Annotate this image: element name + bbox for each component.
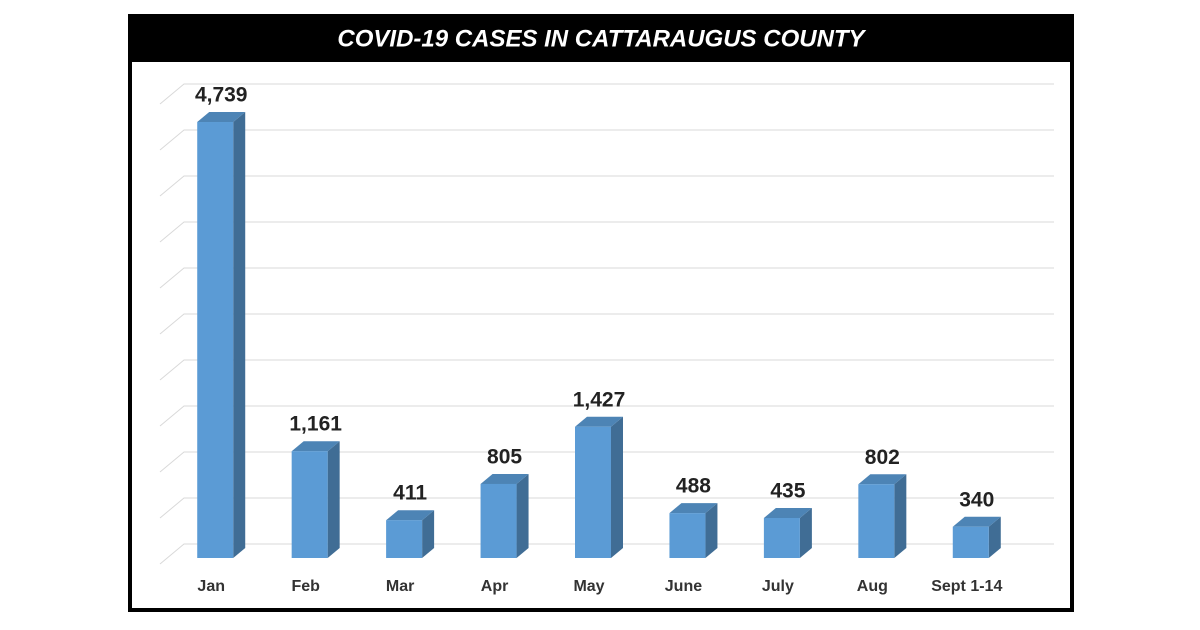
bar-top [480, 473, 529, 484]
grid-line [159, 451, 1054, 473]
value-label: 435 [770, 480, 805, 503]
value-label: 805 [487, 445, 522, 468]
bar-side [233, 112, 246, 559]
grid-line [159, 221, 1054, 243]
bar-top [763, 507, 812, 518]
bar-top [386, 510, 435, 521]
value-label: 340 [959, 488, 994, 511]
value-label: 1,427 [573, 388, 626, 411]
bar-side [516, 473, 529, 558]
x-tick-label: Sept 1-14 [931, 578, 1002, 595]
bar [669, 513, 706, 558]
bar [858, 484, 895, 558]
bar [386, 520, 423, 558]
grid-line [159, 175, 1054, 197]
bar-top [858, 474, 907, 485]
bar-top [952, 516, 1001, 527]
bar-side [705, 503, 718, 558]
grid-line [159, 83, 1054, 105]
value-label: 4,739 [195, 84, 248, 107]
bar-side [327, 441, 340, 558]
bar-top [291, 441, 340, 452]
bar-side [894, 474, 907, 558]
bar-top [669, 503, 718, 514]
bar [763, 517, 800, 558]
bar-top [197, 112, 246, 123]
title-bar [130, 16, 1072, 62]
bar [197, 122, 234, 559]
value-label: 488 [676, 475, 711, 498]
bar-side [611, 416, 623, 558]
x-tick-label: Jan [197, 578, 225, 595]
bar [575, 426, 611, 558]
x-tick-label: Apr [481, 578, 509, 595]
x-tick-label: Mar [386, 578, 414, 595]
bar [291, 451, 328, 558]
chart-title: COVID-19 CASES IN CATTARAUGUS COUNTY [337, 25, 866, 52]
value-label: 411 [393, 482, 427, 505]
value-label: 1,161 [289, 413, 342, 436]
value-label: 802 [865, 446, 900, 469]
bar [480, 483, 517, 558]
bar-side [799, 507, 812, 558]
bar-top [575, 416, 623, 427]
bar [952, 526, 989, 558]
grid-line [159, 405, 1054, 427]
grid-line [159, 497, 1054, 519]
x-tick-label: July [762, 578, 794, 595]
grid-line [159, 129, 1054, 151]
grid-line [159, 313, 1054, 335]
grid-line [159, 267, 1054, 289]
bar-side [422, 510, 435, 558]
x-tick-label: May [573, 578, 604, 595]
grid-line [159, 359, 1054, 381]
x-tick-label: Aug [857, 578, 888, 595]
bar-side [988, 516, 1001, 558]
x-tick-label: Feb [291, 578, 320, 595]
x-tick-label: June [665, 578, 702, 595]
